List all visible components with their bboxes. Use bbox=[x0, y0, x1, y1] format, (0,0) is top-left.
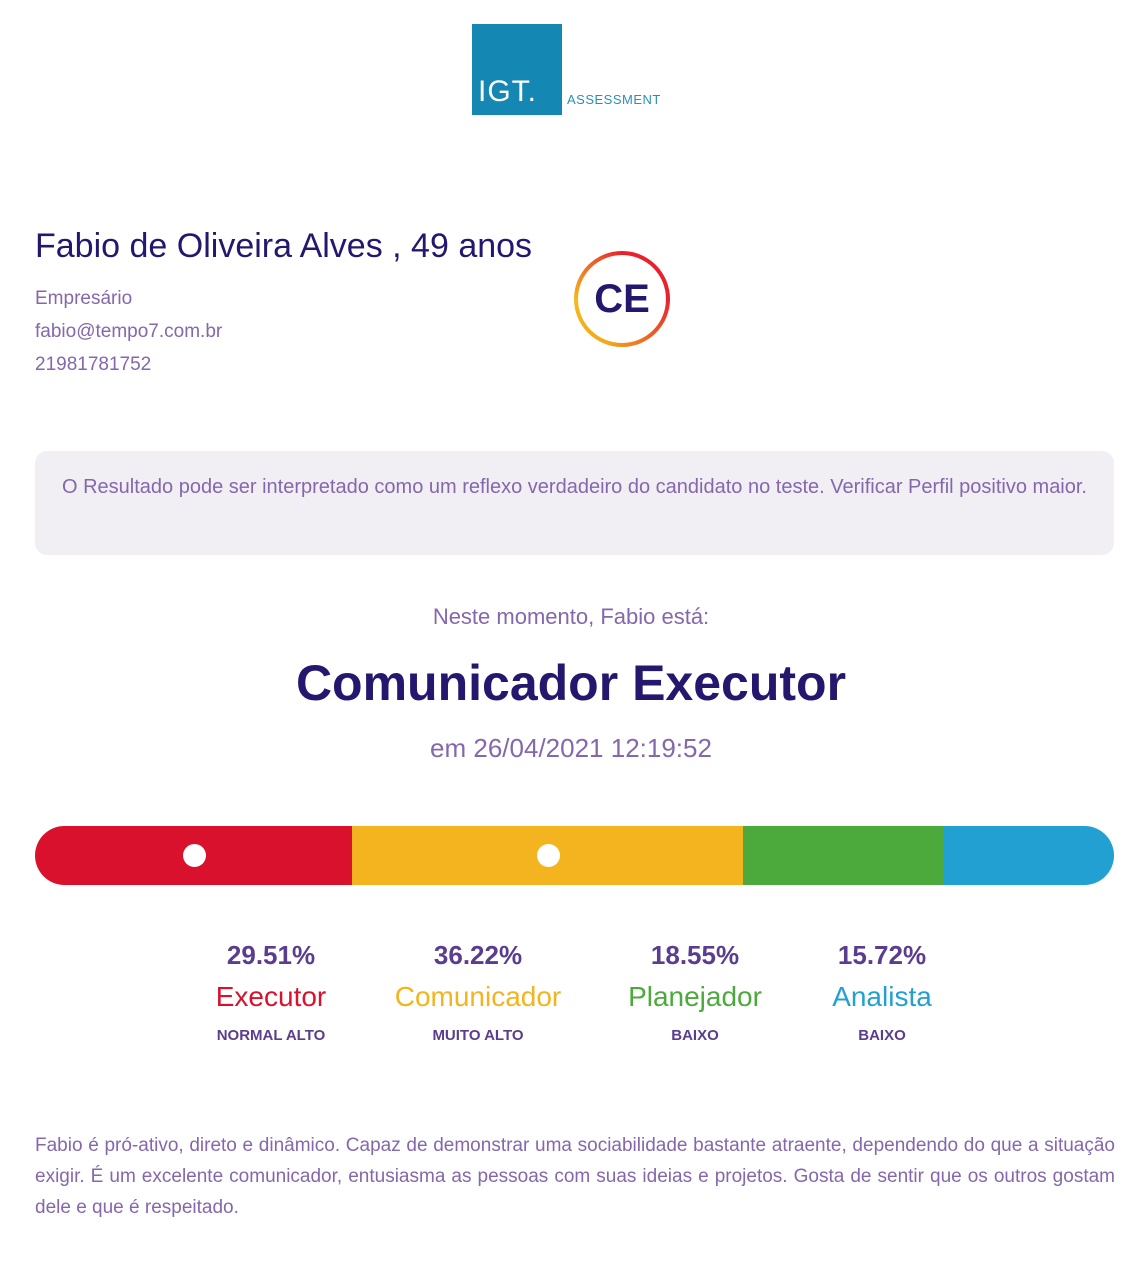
trait-name: Analista bbox=[832, 981, 932, 1012]
person-phone: 21981781752 bbox=[35, 354, 152, 375]
profile-description: Fabio é pró-ativo, direto e dinâmico. Ca… bbox=[35, 1135, 1115, 1218]
trait-planejador: 18.55% Planejador BAIXO bbox=[595, 938, 795, 1050]
trait-percentage: 29.51% bbox=[226, 940, 316, 970]
profile-title: Comunicador Executor bbox=[295, 655, 847, 711]
result-intro: Neste momento, Fabio está: bbox=[432, 604, 710, 629]
trait-level: NORMAL ALTO bbox=[216, 1027, 326, 1044]
profile-badge: CE bbox=[574, 251, 670, 347]
trait-comunicador: 36.22% Comunicador MUITO ALTO bbox=[378, 938, 578, 1050]
comunicador-marker-dot bbox=[537, 844, 560, 867]
trait-executor: 29.51% Executor NORMAL ALTO bbox=[171, 938, 371, 1050]
trait-name: Planejador bbox=[628, 981, 762, 1012]
result-notice: O Resultado pode ser interpretado como u… bbox=[35, 451, 1114, 555]
bar-segment-planejador bbox=[743, 826, 943, 885]
trait-percentage: 36.22% bbox=[433, 940, 523, 970]
trait-level: MUITO ALTO bbox=[432, 1027, 524, 1044]
profile-badge-label: CE bbox=[578, 255, 666, 343]
person-email: fabio@tempo7.com.br bbox=[35, 321, 223, 342]
person-role: Empresário bbox=[35, 288, 133, 309]
person-name: Fabio de Oliveira Alves , 49 anos bbox=[35, 227, 533, 265]
trait-percentage: 15.72% bbox=[837, 940, 927, 970]
profile-distribution-bar bbox=[35, 826, 1114, 885]
trait-level: BAIXO bbox=[858, 1027, 906, 1044]
logo-subtitle: ASSESSMENT bbox=[567, 92, 661, 107]
executor-marker-dot bbox=[183, 844, 206, 867]
trait-percentage: 18.55% bbox=[650, 940, 740, 970]
logo-mark: IGT. bbox=[472, 24, 562, 115]
trait-level: BAIXO bbox=[671, 1027, 719, 1044]
bar-segment-analista bbox=[943, 826, 1114, 885]
logo-mark-text: IGT. bbox=[478, 75, 538, 108]
person-details: Empresário fabio@tempo7.com.br 219817817… bbox=[35, 282, 222, 381]
trait-analista: 15.72% Analista BAIXO bbox=[782, 938, 982, 1050]
trait-name: Executor bbox=[215, 981, 327, 1012]
result-timestamp: em 26/04/2021 12:19:52 bbox=[430, 733, 712, 763]
trait-name: Comunicador bbox=[394, 981, 562, 1012]
